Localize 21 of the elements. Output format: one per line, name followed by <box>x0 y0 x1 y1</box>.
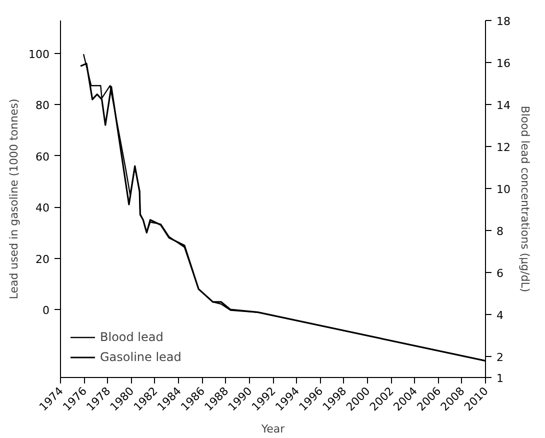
y-tick-label: 0 <box>42 304 50 318</box>
y2-tick-label: 2 <box>496 351 504 364</box>
y2-tick-label: 4 <box>496 309 504 322</box>
y2-tick-label: 10 <box>496 183 510 196</box>
y2-axis-title: Blood lead concentrations (µg/dL) <box>518 106 532 292</box>
y-tick-label: 20 <box>36 252 50 266</box>
y2-tick-label: 8 <box>496 225 504 238</box>
y2-tick-label: 18 <box>496 15 510 28</box>
legend-label: Blood lead <box>100 330 164 344</box>
y2-tick-label: 1 <box>496 372 504 385</box>
y2-tick-label: 12 <box>496 141 510 154</box>
y2-tick-label: 6 <box>496 267 504 280</box>
y2-tick-label: 16 <box>496 57 510 70</box>
y-tick-label: 80 <box>36 99 50 112</box>
y-tick-label: 60 <box>36 150 50 164</box>
y-tick-label: 40 <box>36 202 50 215</box>
y-axis-title: Lead used in gasoline (1000 tonnes) <box>8 98 21 300</box>
y2-tick-label: 14 <box>496 99 510 112</box>
y-tick-label: 100 <box>28 48 50 61</box>
x-axis-title: Year <box>260 422 286 436</box>
legend-label: Gasoline lead <box>100 350 182 364</box>
